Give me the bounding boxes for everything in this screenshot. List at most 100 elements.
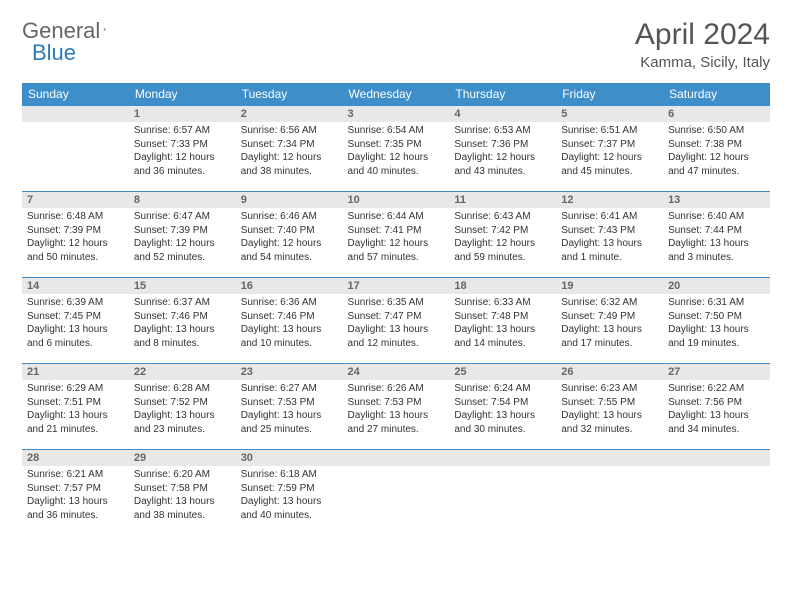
day-info: Sunrise: 6:39 AMSunset: 7:45 PMDaylight:… (22, 294, 129, 354)
daylight-line: Daylight: 13 hours and 10 minutes. (241, 323, 338, 350)
calendar-cell: 26Sunrise: 6:23 AMSunset: 7:55 PMDayligh… (556, 363, 663, 449)
daylight-line: Daylight: 12 hours and 57 minutes. (348, 237, 445, 264)
day-number: 26 (556, 363, 663, 380)
day-info: Sunrise: 6:47 AMSunset: 7:39 PMDaylight:… (129, 208, 236, 268)
day-info: Sunrise: 6:44 AMSunset: 7:41 PMDaylight:… (343, 208, 450, 268)
calendar-cell: 27Sunrise: 6:22 AMSunset: 7:56 PMDayligh… (663, 363, 770, 449)
sunset-line: Sunset: 7:41 PM (348, 224, 445, 238)
day-info: Sunrise: 6:21 AMSunset: 7:57 PMDaylight:… (22, 466, 129, 526)
day-number: 5 (556, 105, 663, 122)
sunset-line: Sunset: 7:40 PM (241, 224, 338, 238)
calendar-cell: 5Sunrise: 6:51 AMSunset: 7:37 PMDaylight… (556, 105, 663, 191)
daylight-line: Daylight: 13 hours and 6 minutes. (27, 323, 124, 350)
sunset-line: Sunset: 7:43 PM (561, 224, 658, 238)
calendar-cell: 25Sunrise: 6:24 AMSunset: 7:54 PMDayligh… (449, 363, 556, 449)
day-number: 22 (129, 363, 236, 380)
calendar-cell: . (22, 105, 129, 191)
day-info: Sunrise: 6:53 AMSunset: 7:36 PMDaylight:… (449, 122, 556, 182)
calendar-cell: 12Sunrise: 6:41 AMSunset: 7:43 PMDayligh… (556, 191, 663, 277)
sunset-line: Sunset: 7:55 PM (561, 396, 658, 410)
daylight-line: Daylight: 13 hours and 34 minutes. (668, 409, 765, 436)
day-number: 10 (343, 191, 450, 208)
day-number: 9 (236, 191, 343, 208)
day-info: Sunrise: 6:23 AMSunset: 7:55 PMDaylight:… (556, 380, 663, 440)
day-info: Sunrise: 6:31 AMSunset: 7:50 PMDaylight:… (663, 294, 770, 354)
daylight-line: Daylight: 13 hours and 3 minutes. (668, 237, 765, 264)
sunset-line: Sunset: 7:44 PM (668, 224, 765, 238)
day-number: 2 (236, 105, 343, 122)
sunrise-line: Sunrise: 6:29 AM (27, 382, 124, 396)
calendar-cell: . (343, 449, 450, 535)
day-number: 17 (343, 277, 450, 294)
day-number: 13 (663, 191, 770, 208)
calendar-cell: . (663, 449, 770, 535)
daylight-line: Daylight: 13 hours and 25 minutes. (241, 409, 338, 436)
sunrise-line: Sunrise: 6:44 AM (348, 210, 445, 224)
calendar-cell: 9Sunrise: 6:46 AMSunset: 7:40 PMDaylight… (236, 191, 343, 277)
daylight-line: Daylight: 13 hours and 8 minutes. (134, 323, 231, 350)
day-info: Sunrise: 6:32 AMSunset: 7:49 PMDaylight:… (556, 294, 663, 354)
day-info: Sunrise: 6:27 AMSunset: 7:53 PMDaylight:… (236, 380, 343, 440)
daylight-line: Daylight: 12 hours and 59 minutes. (454, 237, 551, 264)
day-info: Sunrise: 6:56 AMSunset: 7:34 PMDaylight:… (236, 122, 343, 182)
day-number: 27 (663, 363, 770, 380)
calendar-cell: 21Sunrise: 6:29 AMSunset: 7:51 PMDayligh… (22, 363, 129, 449)
day-number: . (343, 449, 450, 466)
location-subtitle: Kamma, Sicily, Italy (635, 54, 770, 71)
calendar-cell: 2Sunrise: 6:56 AMSunset: 7:34 PMDaylight… (236, 105, 343, 191)
sunrise-line: Sunrise: 6:43 AM (454, 210, 551, 224)
day-info: Sunrise: 6:40 AMSunset: 7:44 PMDaylight:… (663, 208, 770, 268)
daylight-line: Daylight: 12 hours and 43 minutes. (454, 151, 551, 178)
daylight-line: Daylight: 13 hours and 27 minutes. (348, 409, 445, 436)
daylight-line: Daylight: 12 hours and 50 minutes. (27, 237, 124, 264)
day-number: 20 (663, 277, 770, 294)
day-info: Sunrise: 6:22 AMSunset: 7:56 PMDaylight:… (663, 380, 770, 440)
sunrise-line: Sunrise: 6:54 AM (348, 124, 445, 138)
calendar-cell: 22Sunrise: 6:28 AMSunset: 7:52 PMDayligh… (129, 363, 236, 449)
daylight-line: Daylight: 12 hours and 38 minutes. (241, 151, 338, 178)
day-number: . (22, 105, 129, 122)
day-number: 14 (22, 277, 129, 294)
day-number: 12 (556, 191, 663, 208)
weekday-header: Tuesday (236, 83, 343, 105)
sunrise-line: Sunrise: 6:46 AM (241, 210, 338, 224)
title-block: April 2024 Kamma, Sicily, Italy (635, 18, 770, 71)
calendar-cell: 28Sunrise: 6:21 AMSunset: 7:57 PMDayligh… (22, 449, 129, 535)
daylight-line: Daylight: 13 hours and 19 minutes. (668, 323, 765, 350)
day-number: 21 (22, 363, 129, 380)
sunset-line: Sunset: 7:38 PM (668, 138, 765, 152)
day-info: Sunrise: 6:36 AMSunset: 7:46 PMDaylight:… (236, 294, 343, 354)
day-number: 4 (449, 105, 556, 122)
sunrise-line: Sunrise: 6:37 AM (134, 296, 231, 310)
sunset-line: Sunset: 7:56 PM (668, 396, 765, 410)
calendar-cell: 30Sunrise: 6:18 AMSunset: 7:59 PMDayligh… (236, 449, 343, 535)
sunrise-line: Sunrise: 6:56 AM (241, 124, 338, 138)
day-info: Sunrise: 6:33 AMSunset: 7:48 PMDaylight:… (449, 294, 556, 354)
calendar-cell: . (449, 449, 556, 535)
page-header: General April 2024 Kamma, Sicily, Italy (22, 18, 770, 71)
day-number: . (663, 449, 770, 466)
day-number: 28 (22, 449, 129, 466)
sunrise-line: Sunrise: 6:21 AM (27, 468, 124, 482)
sunset-line: Sunset: 7:48 PM (454, 310, 551, 324)
sunrise-line: Sunrise: 6:24 AM (454, 382, 551, 396)
logo-sail-icon (103, 20, 106, 38)
calendar-cell: 29Sunrise: 6:20 AMSunset: 7:58 PMDayligh… (129, 449, 236, 535)
sunset-line: Sunset: 7:54 PM (454, 396, 551, 410)
sunrise-line: Sunrise: 6:41 AM (561, 210, 658, 224)
sunset-line: Sunset: 7:58 PM (134, 482, 231, 496)
sunset-line: Sunset: 7:33 PM (134, 138, 231, 152)
sunset-line: Sunset: 7:46 PM (241, 310, 338, 324)
calendar-cell: 7Sunrise: 6:48 AMSunset: 7:39 PMDaylight… (22, 191, 129, 277)
daylight-line: Daylight: 13 hours and 12 minutes. (348, 323, 445, 350)
day-info: Sunrise: 6:48 AMSunset: 7:39 PMDaylight:… (22, 208, 129, 268)
calendar-cell: 13Sunrise: 6:40 AMSunset: 7:44 PMDayligh… (663, 191, 770, 277)
sunrise-line: Sunrise: 6:26 AM (348, 382, 445, 396)
weekday-header: Wednesday (343, 83, 450, 105)
day-number: 19 (556, 277, 663, 294)
sunrise-line: Sunrise: 6:40 AM (668, 210, 765, 224)
day-info: Sunrise: 6:28 AMSunset: 7:52 PMDaylight:… (129, 380, 236, 440)
daylight-line: Daylight: 13 hours and 38 minutes. (134, 495, 231, 522)
sunrise-line: Sunrise: 6:23 AM (561, 382, 658, 396)
calendar-row: 14Sunrise: 6:39 AMSunset: 7:45 PMDayligh… (22, 277, 770, 363)
